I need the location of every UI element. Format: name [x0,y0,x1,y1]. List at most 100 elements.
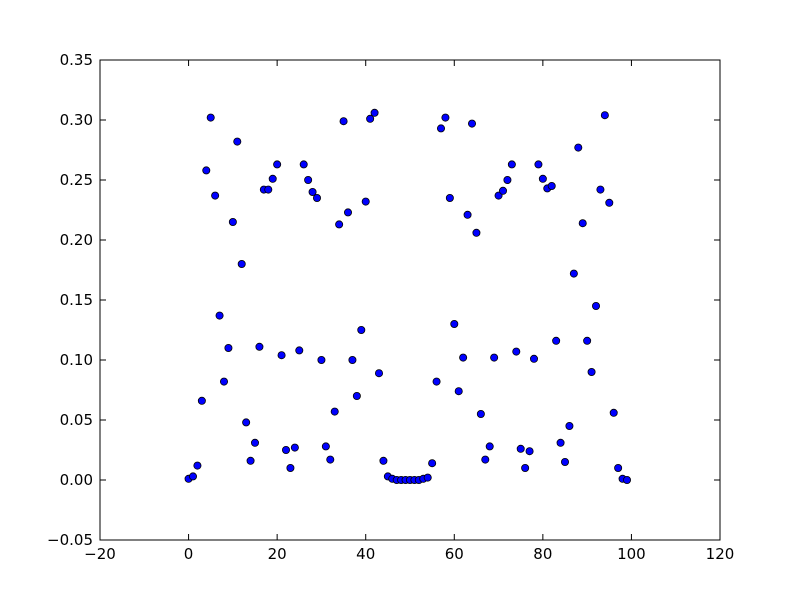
scatter-point [530,354,539,363]
x-tick-label: 80 [533,545,552,563]
scatter-point [211,191,220,200]
tick-labels: −20 0 20 40 60 80 100 120 −0.05 0.00 0.05 0.10 0.15 0… [47,51,734,563]
scatter-point [312,193,321,202]
scatter-point [330,407,339,416]
scatter-point [445,193,454,202]
scatter-point [361,197,370,206]
scatter-point [215,311,224,320]
y-tick-label: 0.30 [60,111,93,129]
scatter-point [374,369,383,378]
x-tick-label: 100 [617,545,646,563]
scatter-point [428,459,437,468]
plot-area [100,60,720,540]
x-tick-label: 120 [706,545,735,563]
y-tick-label: 0.20 [60,231,93,249]
scatter-point [459,353,468,362]
scatter-point [237,259,246,268]
scatter-point [348,355,357,364]
scatter-point [233,137,242,146]
scatter-point [423,473,432,482]
scatter-point [290,443,299,452]
scatter-point [503,175,512,184]
scatter-point [352,391,361,400]
scatter-point [281,445,290,454]
scatter-point [578,219,587,228]
y-tick-label: 0.25 [60,171,93,189]
scatter-point [516,444,525,453]
scatter-point [623,475,632,484]
y-tick-label: 0.10 [60,351,93,369]
scatter-point [335,220,344,229]
scatter-point [379,456,388,465]
scatter-point [587,367,596,376]
scatter-point [490,353,499,362]
x-tick-label: 0 [184,545,194,563]
scatter-point [197,396,206,405]
scatter-point [370,108,379,117]
scatter-point [596,185,605,194]
scatter-point [498,186,507,195]
y-tick-label: 0.05 [60,411,93,429]
plot-frame [99,59,721,541]
scatter-point [538,174,547,183]
scatter-point [472,228,481,237]
scatter-point [481,455,490,464]
x-tick-label: 60 [445,545,464,563]
y-tick-label: 0.00 [60,471,93,489]
scatter-point [295,346,304,355]
scatter-point [592,301,601,310]
scatter-point [569,269,578,278]
scatter-point [561,457,570,466]
scatter-point [219,377,228,386]
scatter-point [600,111,609,120]
scatter-point [339,117,348,126]
scatter-point [512,347,521,356]
scatter-point [357,325,366,334]
scatter-point [273,160,282,169]
scatter-point [343,208,352,217]
scatter-point [193,461,202,470]
x-tick-label: 20 [268,545,287,563]
scatter-point [547,181,556,190]
scatter-point [188,472,197,481]
scatter-point [202,166,211,175]
scatter-point [255,342,264,351]
scatter-point [277,351,286,360]
data-points [184,108,632,484]
scatter-point [326,455,335,464]
scatter-point [583,336,592,345]
scatter-point [268,174,277,183]
scatter-point [525,447,534,456]
scatter-point [485,442,494,451]
scatter-point [476,409,485,418]
x-tick-label: −20 [84,545,116,563]
scatter-point [556,438,565,447]
scatter-point [463,210,472,219]
scatter-point [317,355,326,364]
scatter-point [286,463,295,472]
scatter-point [534,160,543,169]
scatter-point [507,160,516,169]
scatter-point [450,319,459,328]
scatter-point [224,343,233,352]
scatter-point [436,124,445,133]
scatter-point [246,456,255,465]
scatter-point [308,187,317,196]
scatter-point [299,160,308,169]
scatter-point [228,217,237,226]
scatter-point [264,185,273,194]
scatter-point [605,198,614,207]
scatter-point [614,463,623,472]
scatter-point [454,387,463,396]
y-tick-label: −0.05 [47,531,93,549]
scatter-point [521,463,530,472]
x-tick-label: 40 [356,545,375,563]
scatter-point [321,442,330,451]
scatter-point [574,143,583,152]
scatter-point [304,175,313,184]
scatter-point [467,119,476,128]
scatter-point [206,113,215,122]
scatter-point [609,408,618,417]
